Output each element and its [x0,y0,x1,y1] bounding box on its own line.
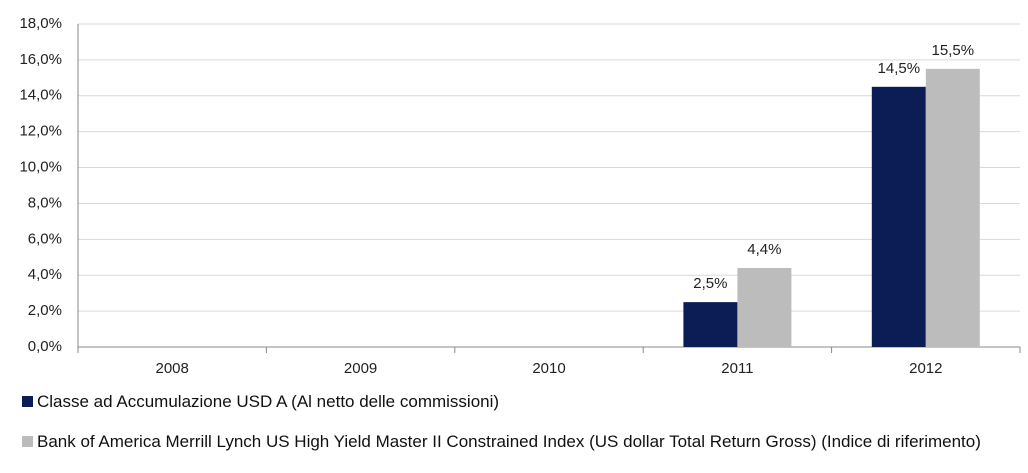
value-label: 2,5% [693,275,727,292]
y-tick-label: 8,0% [28,194,62,211]
y-tick-label: 0,0% [28,338,62,355]
x-tick-label: 2009 [344,360,377,377]
bar [737,268,792,347]
legend-item: Classe ad Accumulazione USD A (Al netto … [22,392,1022,411]
legend-swatch [22,396,33,407]
y-tick-label: 2,0% [28,302,62,319]
y-tick-label: 6,0% [28,230,62,247]
bar [925,68,980,347]
legend-label: Classe ad Accumulazione USD A (Al netto … [37,392,500,411]
legend-item: Bank of America Merrill Lynch US High Yi… [22,432,1022,451]
value-label: 4,4% [747,241,781,258]
bar [683,302,738,347]
value-label: 15,5% [932,42,975,59]
bar [871,86,926,348]
y-tick-label: 14,0% [19,87,62,104]
y-tick-label: 4,0% [28,266,62,283]
chart: 0,0% 2,0% 4,0% 6,0% 8,0% 10,0% 12,0% 14,0% 16,0%… [19,15,1021,377]
y-tick-label: 10,0% [19,159,62,176]
x-tick-label: 2010 [532,360,565,377]
x-tick-label: 2012 [909,360,942,377]
value-label: 14,5% [878,60,921,77]
y-tick-label: 12,0% [19,123,62,140]
y-tick-label: 18,0% [19,15,62,32]
legend-swatch [22,436,33,447]
legend-label: Bank of America Merrill Lynch US High Yi… [37,432,981,451]
y-tick-label: 16,0% [19,51,62,68]
x-tick-label: 2011 [721,360,753,377]
x-tick-label: 2008 [156,360,189,377]
